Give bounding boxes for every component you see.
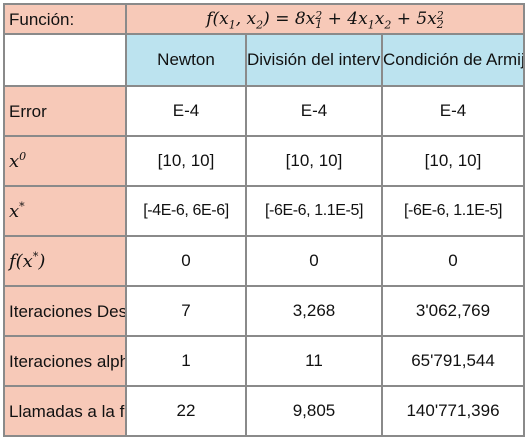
table-row: Iteraciones alpha 1 11 65'791,544 — [3, 335, 526, 387]
table-cell: [-6E-6, 1.1E-5] — [245, 185, 383, 237]
column-header-newton: Newton — [125, 33, 247, 87]
row-label-iteraciones-descenso: Iteraciones Descenso — [3, 285, 127, 337]
table-cell: 7 — [125, 285, 247, 337]
function-row: Función: f(x1, x2) = 8x2 1 + 4x1x2 + 5x2 2 — [3, 3, 526, 35]
table-row: f(x*) 0 0 0 — [3, 235, 526, 287]
table-cell: 140'771,396 — [380, 385, 526, 437]
table-cell: 3,268 — [245, 285, 383, 337]
table-cell: 9,805 — [245, 385, 383, 437]
table-cell: 1 — [125, 335, 247, 387]
table-row: x0 [10, 10] [10, 10] [10, 10] — [3, 135, 526, 187]
table-cell: E-4 — [380, 85, 526, 137]
table-cell: 0 — [245, 235, 383, 287]
table-cell: 65'791,544 — [380, 335, 526, 387]
table-cell: 22 — [125, 385, 247, 437]
table-cell: E-4 — [245, 85, 383, 137]
row-label-error: Error — [3, 85, 127, 137]
function-label: Función: — [3, 3, 127, 35]
function-formula: f(x1, x2) = 8x2 1 + 4x1x2 + 5x2 2 — [124, 3, 526, 35]
table-cell: 3'062,769 — [380, 285, 526, 337]
corner-cell — [3, 33, 127, 87]
table-cell: 11 — [245, 335, 383, 387]
header-row: Newton División del intervalo Condición … — [3, 33, 526, 87]
column-header-armijo: Condición de Armijo — [380, 33, 526, 87]
table-row: Error E-4 E-4 E-4 — [3, 85, 526, 137]
table-cell: [10, 10] — [125, 135, 247, 187]
row-label-llamadas-funcion: Llamadas a la función — [3, 385, 127, 437]
row-label-x-star: x* — [3, 185, 127, 237]
table-cell: [10, 10] — [245, 135, 383, 187]
table-cell: 0 — [125, 235, 247, 287]
table-row: Iteraciones Descenso 7 3,268 3'062,769 — [3, 285, 526, 337]
column-header-division-intervalo: División del intervalo — [245, 33, 383, 87]
table-cell: [-4E-6, 6E-6] — [125, 185, 247, 237]
table-cell: 0 — [380, 235, 526, 287]
results-table: Función: f(x1, x2) = 8x2 1 + 4x1x2 + 5x2 2… — [3, 3, 526, 437]
table-cell: [-6E-6, 1.1E-5] — [380, 185, 526, 237]
row-label-x0: x0 — [3, 135, 127, 187]
table-cell: E-4 — [125, 85, 247, 137]
row-label-iteraciones-alpha: Iteraciones alpha — [3, 335, 127, 387]
row-label-f-x-star: f(x*) — [3, 235, 127, 287]
table-cell: [10, 10] — [380, 135, 526, 187]
table-row: Llamadas a la función 22 9,805 140'771,3… — [3, 385, 526, 437]
table-row: x* [-4E-6, 6E-6] [-6E-6, 1.1E-5] [-6E-6,… — [3, 185, 526, 237]
